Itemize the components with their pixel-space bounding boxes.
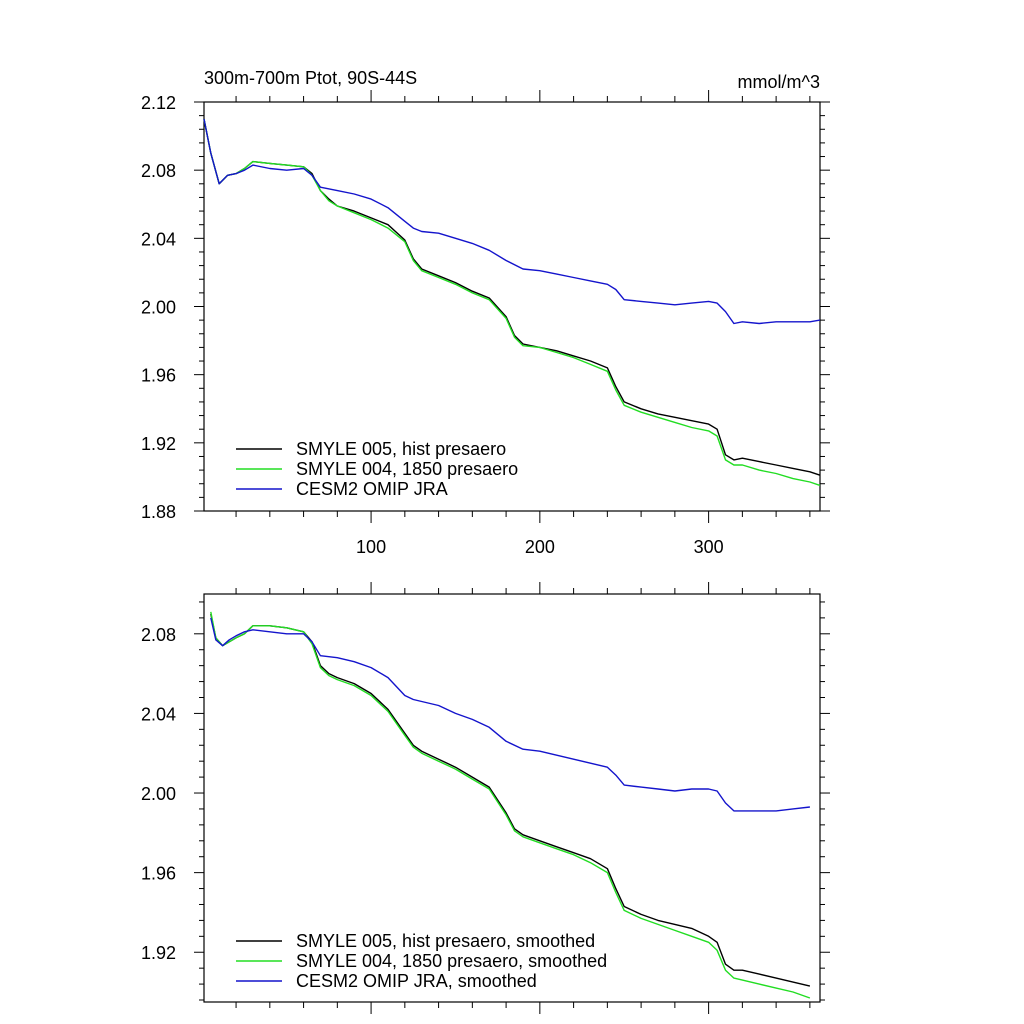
top-y-tick-label: 2.12 <box>141 93 176 113</box>
top-chart-plot-area: 100 200 300 1.88 1.92 1.96 2.00 2.04 2.08 2.12 SMY… <box>141 90 830 557</box>
top-chart-units: mmol/m^3 <box>738 72 820 92</box>
top-series-line-0 <box>203 118 821 476</box>
top-y-tick-label: 1.92 <box>141 434 176 454</box>
bottom-chart-panel: 1.92 1.96 2.00 2.04 2.08 SMYLE 005, hist pres… <box>141 582 830 1014</box>
bottom-y-tick-label: 2.00 <box>141 784 176 804</box>
top-chart-title: 300m-700m Ptot, 90S-44S <box>204 68 417 88</box>
top-x-tick-label: 300 <box>694 537 724 557</box>
top-y-tick-label: 1.96 <box>141 366 176 386</box>
top-series-line-2 <box>203 118 821 325</box>
top-y-tick-label: 2.08 <box>141 161 176 181</box>
bottom-legend-label: SMYLE 005, hist presaero, smoothed <box>296 931 595 951</box>
bottom-chart-plot-area: 1.92 1.96 2.00 2.04 2.08 SMYLE 005, hist pres… <box>141 582 830 1014</box>
bottom-y-tick-label: 1.96 <box>141 864 176 884</box>
bottom-chart-frame <box>203 593 821 1003</box>
bottom-y-tick-label: 1.92 <box>141 943 176 963</box>
top-y-tick-label: 2.00 <box>141 298 176 318</box>
top-legend-label: SMYLE 004, 1850 presaero <box>296 459 518 479</box>
bottom-series-line-1 <box>210 611 811 999</box>
bottom-y-tick-label: 2.04 <box>141 704 176 724</box>
bottom-legend-label: CESM2 OMIP JRA, smoothed <box>296 971 537 991</box>
top-x-tick-label: 100 <box>356 537 386 557</box>
bottom-series-line-2 <box>210 617 810 812</box>
top-legend-label: SMYLE 005, hist presaero <box>296 439 506 459</box>
top-legend-label: CESM2 OMIP JRA <box>296 479 448 499</box>
top-y-tick-label: 1.88 <box>141 502 176 522</box>
top-y-tick-label: 2.04 <box>141 229 176 249</box>
bottom-legend-label: SMYLE 004, 1850 presaero, smoothed <box>296 951 607 971</box>
bottom-y-tick-label: 2.08 <box>141 625 176 645</box>
top-x-tick-label: 200 <box>525 537 555 557</box>
top-chart-panel: 300m-700m Ptot, 90S-44S mmol/m^3 100 200 3… <box>141 68 830 557</box>
top-series-line-1 <box>203 118 821 487</box>
